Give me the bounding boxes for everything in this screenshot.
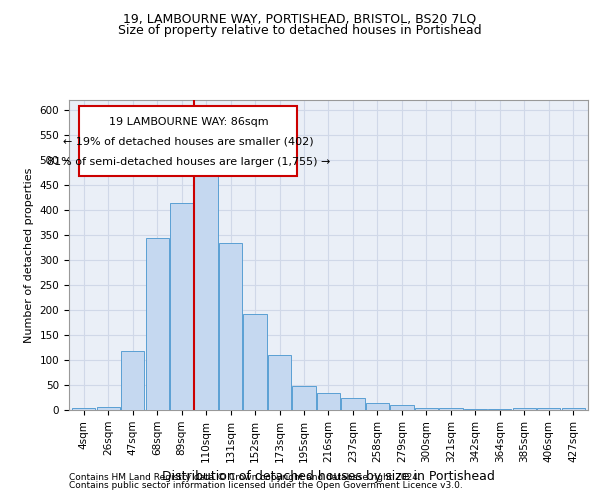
Bar (488, 409, 511, 410)
Bar (97, 406, 120, 410)
Text: Contains public sector information licensed under the Open Government Licence v3: Contains public sector information licen… (69, 481, 463, 490)
Bar (268, 354, 291, 410)
Bar (194, 166, 218, 410)
X-axis label: Distribution of detached houses by size in Portishead: Distribution of detached houses by size … (162, 470, 495, 483)
Text: ← 19% of detached houses are smaller (402): ← 19% of detached houses are smaller (40… (63, 137, 314, 147)
Bar (219, 242, 242, 410)
Bar (244, 314, 266, 410)
Bar (170, 202, 193, 410)
Bar (366, 402, 389, 410)
Text: 19 LAMBOURNE WAY: 86sqm: 19 LAMBOURNE WAY: 86sqm (109, 117, 268, 127)
Bar (464, 409, 487, 410)
Bar (391, 405, 413, 410)
Bar (513, 408, 536, 410)
Y-axis label: Number of detached properties: Number of detached properties (24, 168, 34, 342)
Bar (292, 386, 316, 410)
Text: Contains HM Land Registry data © Crown copyright and database right 2024.: Contains HM Land Registry data © Crown c… (69, 472, 421, 482)
Bar (439, 408, 463, 410)
Bar (317, 392, 340, 410)
Bar (562, 408, 585, 410)
Bar (341, 398, 365, 410)
Text: 81% of semi-detached houses are larger (1,755) →: 81% of semi-detached houses are larger (… (47, 157, 330, 167)
Bar (72, 408, 95, 410)
Bar (537, 408, 560, 410)
Bar (415, 408, 438, 410)
Bar (146, 238, 169, 410)
Text: Size of property relative to detached houses in Portishead: Size of property relative to detached ho… (118, 24, 482, 37)
Bar (121, 351, 144, 410)
FancyBboxPatch shape (79, 106, 298, 176)
Text: 19, LAMBOURNE WAY, PORTISHEAD, BRISTOL, BS20 7LQ: 19, LAMBOURNE WAY, PORTISHEAD, BRISTOL, … (124, 12, 476, 26)
